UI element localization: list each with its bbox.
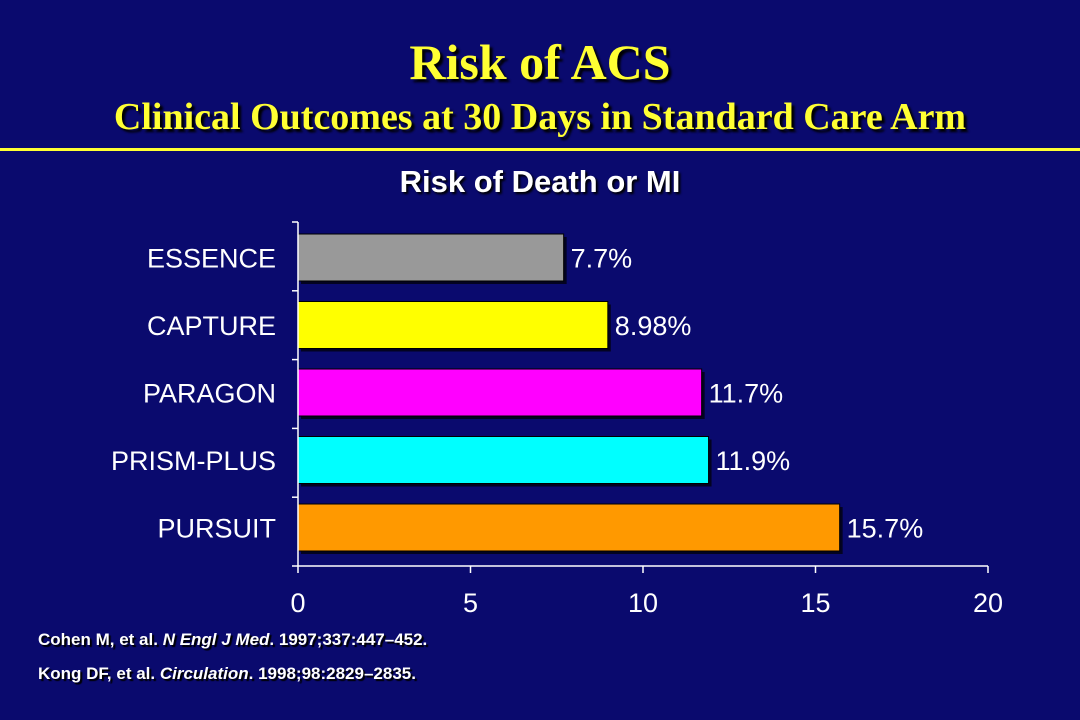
reference-2-authors: Kong DF, et al. <box>38 664 160 683</box>
category-label: PRISM-PLUS <box>111 446 276 476</box>
x-tick-label: 20 <box>973 588 1003 618</box>
x-tick-label: 15 <box>800 588 830 618</box>
category-label: PURSUIT <box>157 514 276 544</box>
reference-1-details: . 1997;337:447–452. <box>269 630 428 649</box>
category-label: ESSENCE <box>147 244 276 274</box>
x-tick-label: 10 <box>628 588 658 618</box>
data-label: 8.98% <box>615 311 692 341</box>
data-label: 7.7% <box>571 244 633 274</box>
bar-prism-plus <box>297 436 710 484</box>
reference-2-details: . 1998;98:2829–2835. <box>248 664 416 683</box>
data-label: 15.7% <box>847 514 924 544</box>
x-tick-label: 5 <box>463 588 478 618</box>
reference-1-journal: N Engl J Med <box>162 630 270 649</box>
bar-pursuit <box>297 503 841 552</box>
data-label: 11.9% <box>716 446 791 476</box>
reference-1-authors: Cohen M, et al. <box>38 630 163 649</box>
bar-capture <box>297 301 609 349</box>
reference-2: Kong DF, et al. Circulation. 1998;98:282… <box>38 664 416 684</box>
slide-subtitle: Clinical Outcomes at 30 Days in Standard… <box>113 96 967 138</box>
bar-essence <box>297 233 565 282</box>
x-tick-label: 0 <box>290 588 305 618</box>
data-label: 11.7% <box>709 379 784 409</box>
reference-1: Cohen M, et al. N Engl J Med. 1997;337:4… <box>38 630 427 650</box>
reference-2-journal: Circulation <box>159 664 249 683</box>
category-label: PARAGON <box>143 379 276 409</box>
bar-paragon <box>297 368 703 417</box>
chart-title: Risk of Death or MI <box>399 164 681 199</box>
category-label: CAPTURE <box>147 311 276 341</box>
slide-title: Risk of ACS <box>409 34 671 90</box>
title-divider <box>0 148 1080 151</box>
